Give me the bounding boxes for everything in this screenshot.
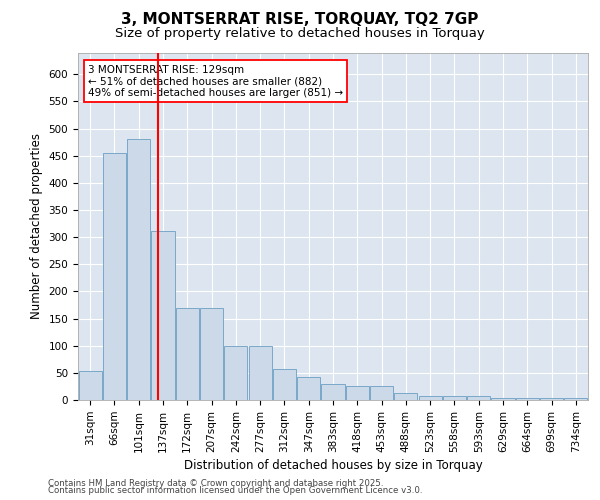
X-axis label: Distribution of detached houses by size in Torquay: Distribution of detached houses by size … (184, 459, 482, 472)
Bar (394, 393, 418, 400)
Y-axis label: Number of detached properties: Number of detached properties (30, 133, 43, 320)
Bar (491, 398, 515, 400)
Bar (565, 398, 587, 400)
Bar (200, 308, 223, 400)
Bar (273, 368, 296, 400)
Bar (346, 386, 369, 400)
Text: 3, MONTSERRAT RISE, TORQUAY, TQ2 7GP: 3, MONTSERRAT RISE, TORQUAY, TQ2 7GP (121, 12, 479, 28)
Bar (467, 396, 490, 400)
Bar (297, 377, 320, 400)
Bar (79, 371, 101, 400)
Text: Contains public sector information licensed under the Open Government Licence v3: Contains public sector information licen… (48, 486, 422, 495)
Bar (419, 396, 442, 400)
Bar (176, 308, 199, 400)
Bar (443, 396, 466, 400)
Bar (103, 153, 126, 400)
Bar (151, 230, 175, 400)
Bar (540, 398, 563, 400)
Text: Size of property relative to detached houses in Torquay: Size of property relative to detached ho… (115, 28, 485, 40)
Bar (224, 346, 247, 400)
Bar (322, 384, 344, 400)
Bar (127, 140, 150, 400)
Bar (516, 398, 539, 400)
Bar (370, 386, 393, 400)
Bar (248, 346, 272, 400)
Text: Contains HM Land Registry data © Crown copyright and database right 2025.: Contains HM Land Registry data © Crown c… (48, 478, 383, 488)
Text: 3 MONTSERRAT RISE: 129sqm
← 51% of detached houses are smaller (882)
49% of semi: 3 MONTSERRAT RISE: 129sqm ← 51% of detac… (88, 64, 343, 98)
